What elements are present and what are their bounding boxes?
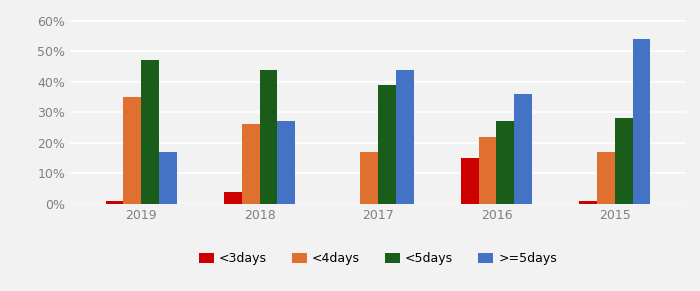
Bar (360, 152, 378, 204)
Bar (514, 94, 532, 204)
Bar (378, 85, 395, 204)
Bar (224, 191, 241, 204)
Bar (106, 201, 123, 204)
Bar (461, 158, 479, 204)
Bar (277, 121, 295, 204)
Bar (260, 70, 277, 204)
Bar (615, 118, 633, 204)
Bar (496, 121, 514, 204)
Bar (479, 137, 496, 204)
Bar (123, 97, 141, 204)
Bar (141, 61, 159, 204)
Legend: <3days, <4days, <5days, >=5days: <3days, <4days, <5days, >=5days (194, 247, 562, 270)
Bar (633, 39, 650, 204)
Bar (395, 70, 414, 204)
Bar (241, 125, 260, 204)
Bar (597, 152, 615, 204)
Bar (580, 201, 597, 204)
Bar (159, 152, 176, 204)
